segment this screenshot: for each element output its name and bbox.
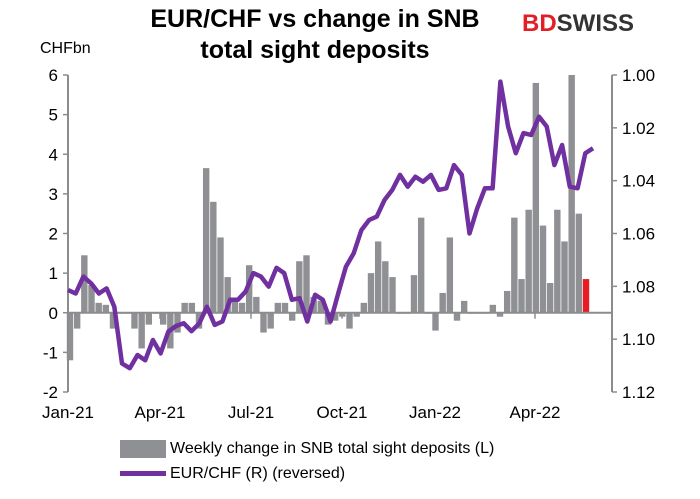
bar bbox=[460, 300, 468, 313]
legend: Weekly change in SNB total sight deposit… bbox=[120, 436, 494, 486]
legend-bar-swatch bbox=[120, 439, 166, 458]
bdswiss-logo: BDSWISS bbox=[522, 10, 634, 38]
bar bbox=[245, 265, 253, 313]
bar bbox=[453, 312, 461, 321]
bar bbox=[181, 302, 188, 313]
bar bbox=[439, 292, 446, 313]
bar bbox=[159, 312, 167, 325]
bar bbox=[81, 255, 88, 313]
bar bbox=[446, 237, 454, 313]
bar bbox=[145, 312, 153, 325]
bar bbox=[382, 261, 389, 313]
x-tick-label: Apr-21 bbox=[134, 403, 185, 422]
right-tick-label: 1.04 bbox=[622, 172, 655, 191]
bar bbox=[360, 302, 368, 313]
bar bbox=[224, 277, 231, 313]
legend-item-bars: Weekly change in SNB total sight deposit… bbox=[120, 436, 494, 461]
bar bbox=[210, 201, 217, 313]
left-tick-label: 5 bbox=[49, 106, 58, 125]
eurchf-line bbox=[67, 79, 595, 371]
bar bbox=[518, 279, 525, 313]
bar bbox=[73, 312, 81, 329]
bar bbox=[188, 302, 196, 313]
bar bbox=[109, 312, 117, 329]
bar bbox=[131, 312, 138, 329]
legend-line-label: EUR/CHF (R) (reversed) bbox=[170, 464, 346, 482]
left-tick-label: -2 bbox=[43, 383, 58, 402]
bar bbox=[496, 312, 504, 317]
logo-bd: BD bbox=[522, 10, 557, 37]
right-tick-label: 1.08 bbox=[622, 277, 655, 296]
left-tick-label: 1 bbox=[49, 264, 58, 283]
bar bbox=[554, 209, 561, 313]
bar bbox=[582, 279, 590, 313]
bar bbox=[525, 209, 532, 313]
bar bbox=[288, 312, 296, 321]
bar bbox=[303, 255, 310, 313]
bar bbox=[253, 296, 260, 313]
bar bbox=[202, 168, 210, 313]
bar bbox=[95, 302, 102, 313]
legend-line-swatch bbox=[120, 471, 166, 476]
bar bbox=[511, 217, 518, 313]
bar bbox=[217, 237, 224, 313]
bar bbox=[389, 277, 396, 313]
bar bbox=[267, 312, 274, 329]
right-tick-label: 1.12 bbox=[622, 383, 655, 402]
bar bbox=[539, 225, 547, 313]
bar bbox=[102, 304, 110, 313]
bar bbox=[274, 302, 282, 313]
right-tick-label: 1.10 bbox=[622, 330, 655, 349]
bar bbox=[489, 304, 497, 313]
bar bbox=[174, 312, 181, 333]
bar bbox=[66, 312, 74, 361]
legend-item-line: EUR/CHF (R) (reversed) bbox=[120, 461, 494, 486]
bar bbox=[331, 312, 339, 321]
bar bbox=[296, 261, 303, 313]
bar bbox=[417, 217, 425, 313]
bar bbox=[346, 312, 353, 329]
left-tick-label: 4 bbox=[49, 145, 58, 164]
bar bbox=[231, 300, 239, 313]
right-tick-label: 1.00 bbox=[622, 66, 655, 85]
bar bbox=[575, 213, 583, 313]
x-tick-label: Jul-21 bbox=[228, 403, 274, 422]
bar bbox=[281, 302, 289, 313]
left-tick-label: -1 bbox=[43, 343, 58, 362]
bar bbox=[532, 82, 540, 313]
x-tick-label: Jan-22 bbox=[409, 403, 461, 422]
legend-bar-label: Weekly change in SNB total sight deposit… bbox=[170, 439, 495, 457]
left-tick-label: 3 bbox=[49, 185, 58, 204]
bar bbox=[432, 312, 439, 331]
bar bbox=[410, 275, 418, 313]
bar bbox=[374, 241, 382, 313]
bar bbox=[353, 312, 360, 317]
bar bbox=[138, 312, 145, 349]
chart-title: EUR/CHF vs change in SNB total sight dep… bbox=[150, 5, 480, 64]
bar bbox=[503, 290, 511, 313]
bar bbox=[260, 312, 267, 333]
bar bbox=[546, 283, 554, 313]
right-tick-label: 1.06 bbox=[622, 225, 655, 244]
bar bbox=[317, 300, 325, 313]
x-tick-label: Apr-22 bbox=[509, 403, 560, 422]
left-tick-label: 6 bbox=[49, 66, 58, 85]
left-tick-label: 0 bbox=[49, 304, 58, 323]
bar bbox=[367, 273, 375, 313]
bar bbox=[561, 241, 568, 313]
bar bbox=[238, 302, 246, 313]
bar bbox=[568, 75, 575, 313]
right-tick-label: 1.02 bbox=[622, 119, 655, 138]
logo-swiss: SWISS bbox=[556, 10, 635, 37]
x-tick-label: Jan-21 bbox=[42, 403, 94, 422]
x-tick-label: Oct-21 bbox=[316, 403, 367, 422]
left-tick-label: 2 bbox=[49, 225, 58, 244]
bar bbox=[88, 285, 95, 313]
left-axis-unit: CHFbn bbox=[40, 40, 91, 57]
